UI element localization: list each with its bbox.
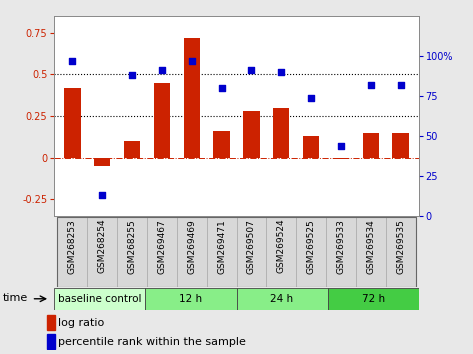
Point (69, 58, 76, 64)
Bar (333, 158, 349, 159)
Text: percentile rank within the sample: percentile rank within the sample (58, 337, 246, 347)
Text: GSM269534: GSM269534 (367, 219, 376, 274)
Bar (47, 334, 55, 349)
Text: GSM269467: GSM269467 (158, 219, 166, 274)
Text: baseline control: baseline control (58, 294, 142, 304)
Bar (303, 136, 319, 158)
Text: 72 h: 72 h (361, 294, 385, 304)
Text: GSM269469: GSM269469 (187, 219, 196, 274)
Bar (386, 217, 416, 287)
Bar (146, 288, 236, 310)
Text: 12 h: 12 h (179, 294, 202, 304)
Point (278, 69, 285, 75)
Text: GSM269524: GSM269524 (277, 219, 286, 273)
Bar (117, 217, 147, 287)
Text: GSM269533: GSM269533 (336, 219, 345, 274)
Bar (154, 82, 170, 158)
Bar (147, 217, 177, 287)
Bar (327, 288, 419, 310)
Bar (64, 87, 80, 158)
Text: GDS3642 / 6556: GDS3642 / 6556 (64, 0, 190, 2)
Bar (273, 108, 289, 158)
Bar (57, 217, 87, 287)
Text: GSM269507: GSM269507 (247, 219, 256, 274)
Text: 24 h: 24 h (271, 294, 294, 304)
Bar (47, 315, 55, 330)
Bar (356, 217, 386, 287)
Bar (236, 288, 327, 310)
Bar (177, 217, 207, 287)
Text: GSM269525: GSM269525 (307, 219, 315, 274)
Bar (54, 288, 146, 310)
Point (128, 72, 136, 78)
Bar (363, 133, 379, 158)
Bar (213, 131, 230, 158)
Text: GSM268254: GSM268254 (97, 219, 106, 273)
Point (98, 192, 106, 198)
Bar (124, 141, 140, 158)
Text: log ratio: log ratio (58, 318, 105, 328)
Bar (207, 217, 236, 287)
Point (188, 58, 195, 64)
Text: time: time (3, 293, 28, 303)
Text: GSM268255: GSM268255 (128, 219, 137, 274)
Bar (87, 217, 117, 287)
Bar (296, 217, 326, 287)
Bar (326, 217, 356, 287)
Bar (184, 38, 200, 158)
Text: GSM269535: GSM269535 (396, 219, 405, 274)
Point (367, 82, 375, 87)
Point (397, 82, 404, 87)
Bar (243, 111, 260, 158)
Text: GSM268253: GSM268253 (68, 219, 77, 274)
Point (307, 95, 315, 101)
Bar (393, 133, 409, 158)
Bar (94, 158, 110, 166)
Point (337, 143, 345, 148)
Bar (266, 217, 296, 287)
Text: GSM269471: GSM269471 (217, 219, 226, 274)
Point (158, 68, 166, 73)
Bar (236, 217, 266, 287)
Point (218, 85, 225, 91)
Point (248, 68, 255, 73)
